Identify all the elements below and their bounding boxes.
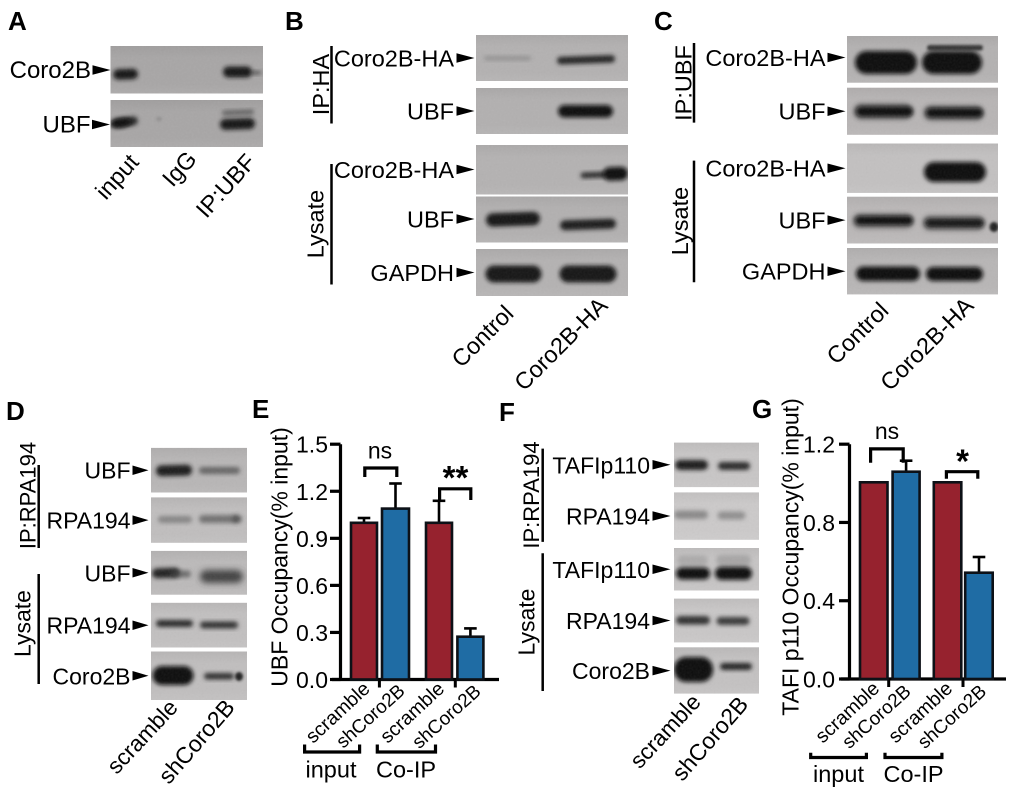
- svg-text:Co-IP: Co-IP: [376, 757, 436, 783]
- svg-text:Lysate: Lysate: [10, 590, 36, 657]
- svg-text:G: G: [752, 394, 772, 424]
- svg-text:GAPDH: GAPDH: [742, 259, 826, 285]
- svg-text:TAFIp110: TAFIp110: [552, 557, 650, 583]
- svg-text:D: D: [6, 396, 25, 426]
- svg-text:RPA194: RPA194: [566, 504, 650, 530]
- svg-text:0.3: 0.3: [296, 620, 328, 646]
- svg-text:UBF: UBF: [85, 560, 131, 586]
- svg-text:1.2: 1.2: [296, 479, 328, 505]
- svg-text:UBF: UBF: [779, 208, 826, 234]
- svg-text:1.5: 1.5: [296, 432, 328, 458]
- svg-text:B: B: [285, 6, 304, 36]
- svg-text:ns: ns: [875, 418, 899, 444]
- svg-text:TAFI p110 Occupancy(% input): TAFI p110 Occupancy(% input): [778, 398, 804, 715]
- svg-text:Coro2B-HA: Coro2B-HA: [705, 45, 825, 71]
- svg-text:input: input: [306, 757, 357, 783]
- svg-text:**: **: [443, 459, 469, 496]
- svg-text:Coro2B: Coro2B: [572, 658, 650, 684]
- svg-text:F: F: [499, 397, 515, 427]
- svg-text:UBF: UBF: [407, 99, 454, 125]
- svg-text:*: *: [956, 443, 969, 480]
- svg-text:0.0: 0.0: [296, 667, 328, 693]
- svg-text:ns: ns: [368, 438, 392, 464]
- svg-text:IP:UBF: IP:UBF: [671, 45, 697, 121]
- svg-text:Coro2B-HA: Coro2B-HA: [334, 46, 454, 72]
- svg-text:UBF: UBF: [407, 207, 454, 233]
- svg-text:C: C: [654, 6, 673, 36]
- svg-text:UBF: UBF: [779, 99, 826, 125]
- svg-text:0.8: 0.8: [803, 510, 835, 536]
- svg-text:RPA194: RPA194: [47, 508, 131, 534]
- svg-text:IP:RPA194: IP:RPA194: [16, 442, 41, 549]
- svg-text:Lysate: Lysate: [667, 187, 693, 255]
- svg-text:Lysate: Lysate: [514, 589, 540, 656]
- svg-text:Coro2B: Coro2B: [10, 57, 91, 84]
- svg-text:IP:HA: IP:HA: [308, 53, 334, 115]
- svg-text:A: A: [8, 6, 27, 36]
- svg-text:UBF: UBF: [43, 112, 91, 139]
- svg-text:0.9: 0.9: [296, 526, 328, 552]
- svg-text:RPA194: RPA194: [566, 608, 650, 634]
- svg-text:1.2: 1.2: [803, 432, 835, 458]
- svg-text:TAFIp110: TAFIp110: [552, 452, 650, 478]
- svg-text:0.0: 0.0: [803, 667, 835, 693]
- svg-text:E: E: [252, 394, 269, 424]
- svg-text:UBF: UBF: [85, 458, 131, 484]
- svg-text:input: input: [813, 761, 864, 787]
- svg-text:RPA194: RPA194: [47, 613, 131, 639]
- svg-text:0.4: 0.4: [803, 588, 835, 614]
- svg-text:Coro2B: Coro2B: [53, 663, 131, 689]
- svg-text:Coro2B-HA: Coro2B-HA: [705, 156, 825, 182]
- svg-text:0.6: 0.6: [296, 573, 328, 599]
- svg-text:UBF Occupancy(% input): UBF Occupancy(% input): [267, 427, 293, 686]
- svg-text:Co-IP: Co-IP: [883, 761, 943, 787]
- svg-text:IP:RPA194: IP:RPA194: [519, 441, 544, 548]
- svg-text:GAPDH: GAPDH: [370, 260, 454, 286]
- svg-text:Coro2B-HA: Coro2B-HA: [334, 157, 454, 183]
- svg-text:Lysate: Lysate: [303, 190, 329, 258]
